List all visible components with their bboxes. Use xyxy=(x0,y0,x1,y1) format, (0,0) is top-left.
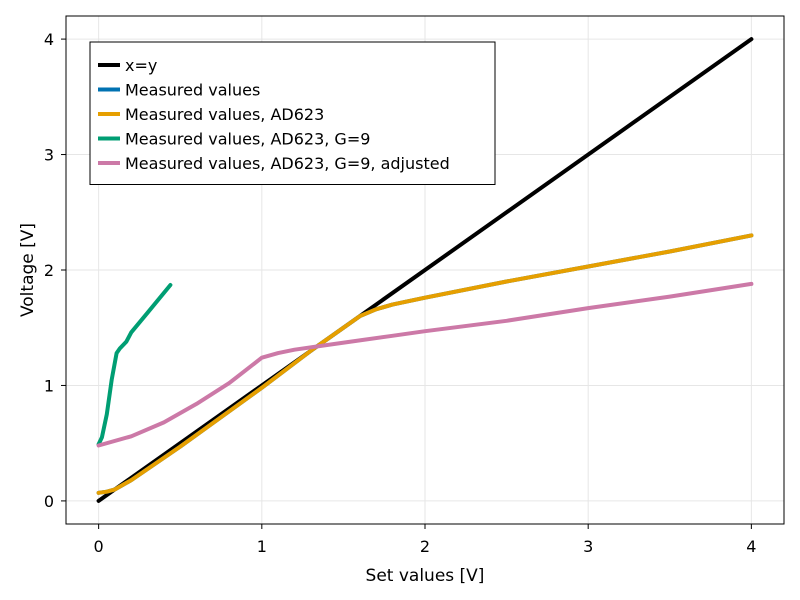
x-tick-label: 4 xyxy=(746,537,756,556)
x-tick-label: 2 xyxy=(420,537,430,556)
y-tick-label: 1 xyxy=(44,376,54,395)
y-axis-title: Voltage [V] xyxy=(18,223,38,317)
x-tick-label: 0 xyxy=(94,537,104,556)
series-line-3 xyxy=(96,283,173,447)
legend-label-4: Measured values, AD623, G=9, adjusted xyxy=(125,154,450,173)
legend-label-2: Measured values, AD623 xyxy=(125,105,324,124)
x-axis-title: Set values [V] xyxy=(366,566,485,586)
legend-box xyxy=(89,41,496,185)
axis-ticks: 0 1 2 3 4 0 1 2 3 4 xyxy=(44,30,757,556)
series-lines xyxy=(96,37,754,503)
y-tick-label: 3 xyxy=(44,146,54,165)
series-line-2 xyxy=(96,233,754,495)
series-line-0 xyxy=(96,37,754,503)
y-tick-label: 4 xyxy=(44,30,54,49)
legend: x=y Measured values Measured values, AD623… xyxy=(89,41,496,185)
x-tick-label: 3 xyxy=(583,537,593,556)
x-tick-label: 1 xyxy=(257,537,267,556)
series-line-4 xyxy=(96,281,754,448)
legend-label-1: Measured values xyxy=(125,81,260,100)
legend-label-3: Measured values, AD623, G=9 xyxy=(125,130,370,149)
y-tick-label: 0 xyxy=(44,492,54,511)
y-tick-label: 2 xyxy=(44,261,54,280)
legend-label-0: x=y xyxy=(125,56,157,75)
